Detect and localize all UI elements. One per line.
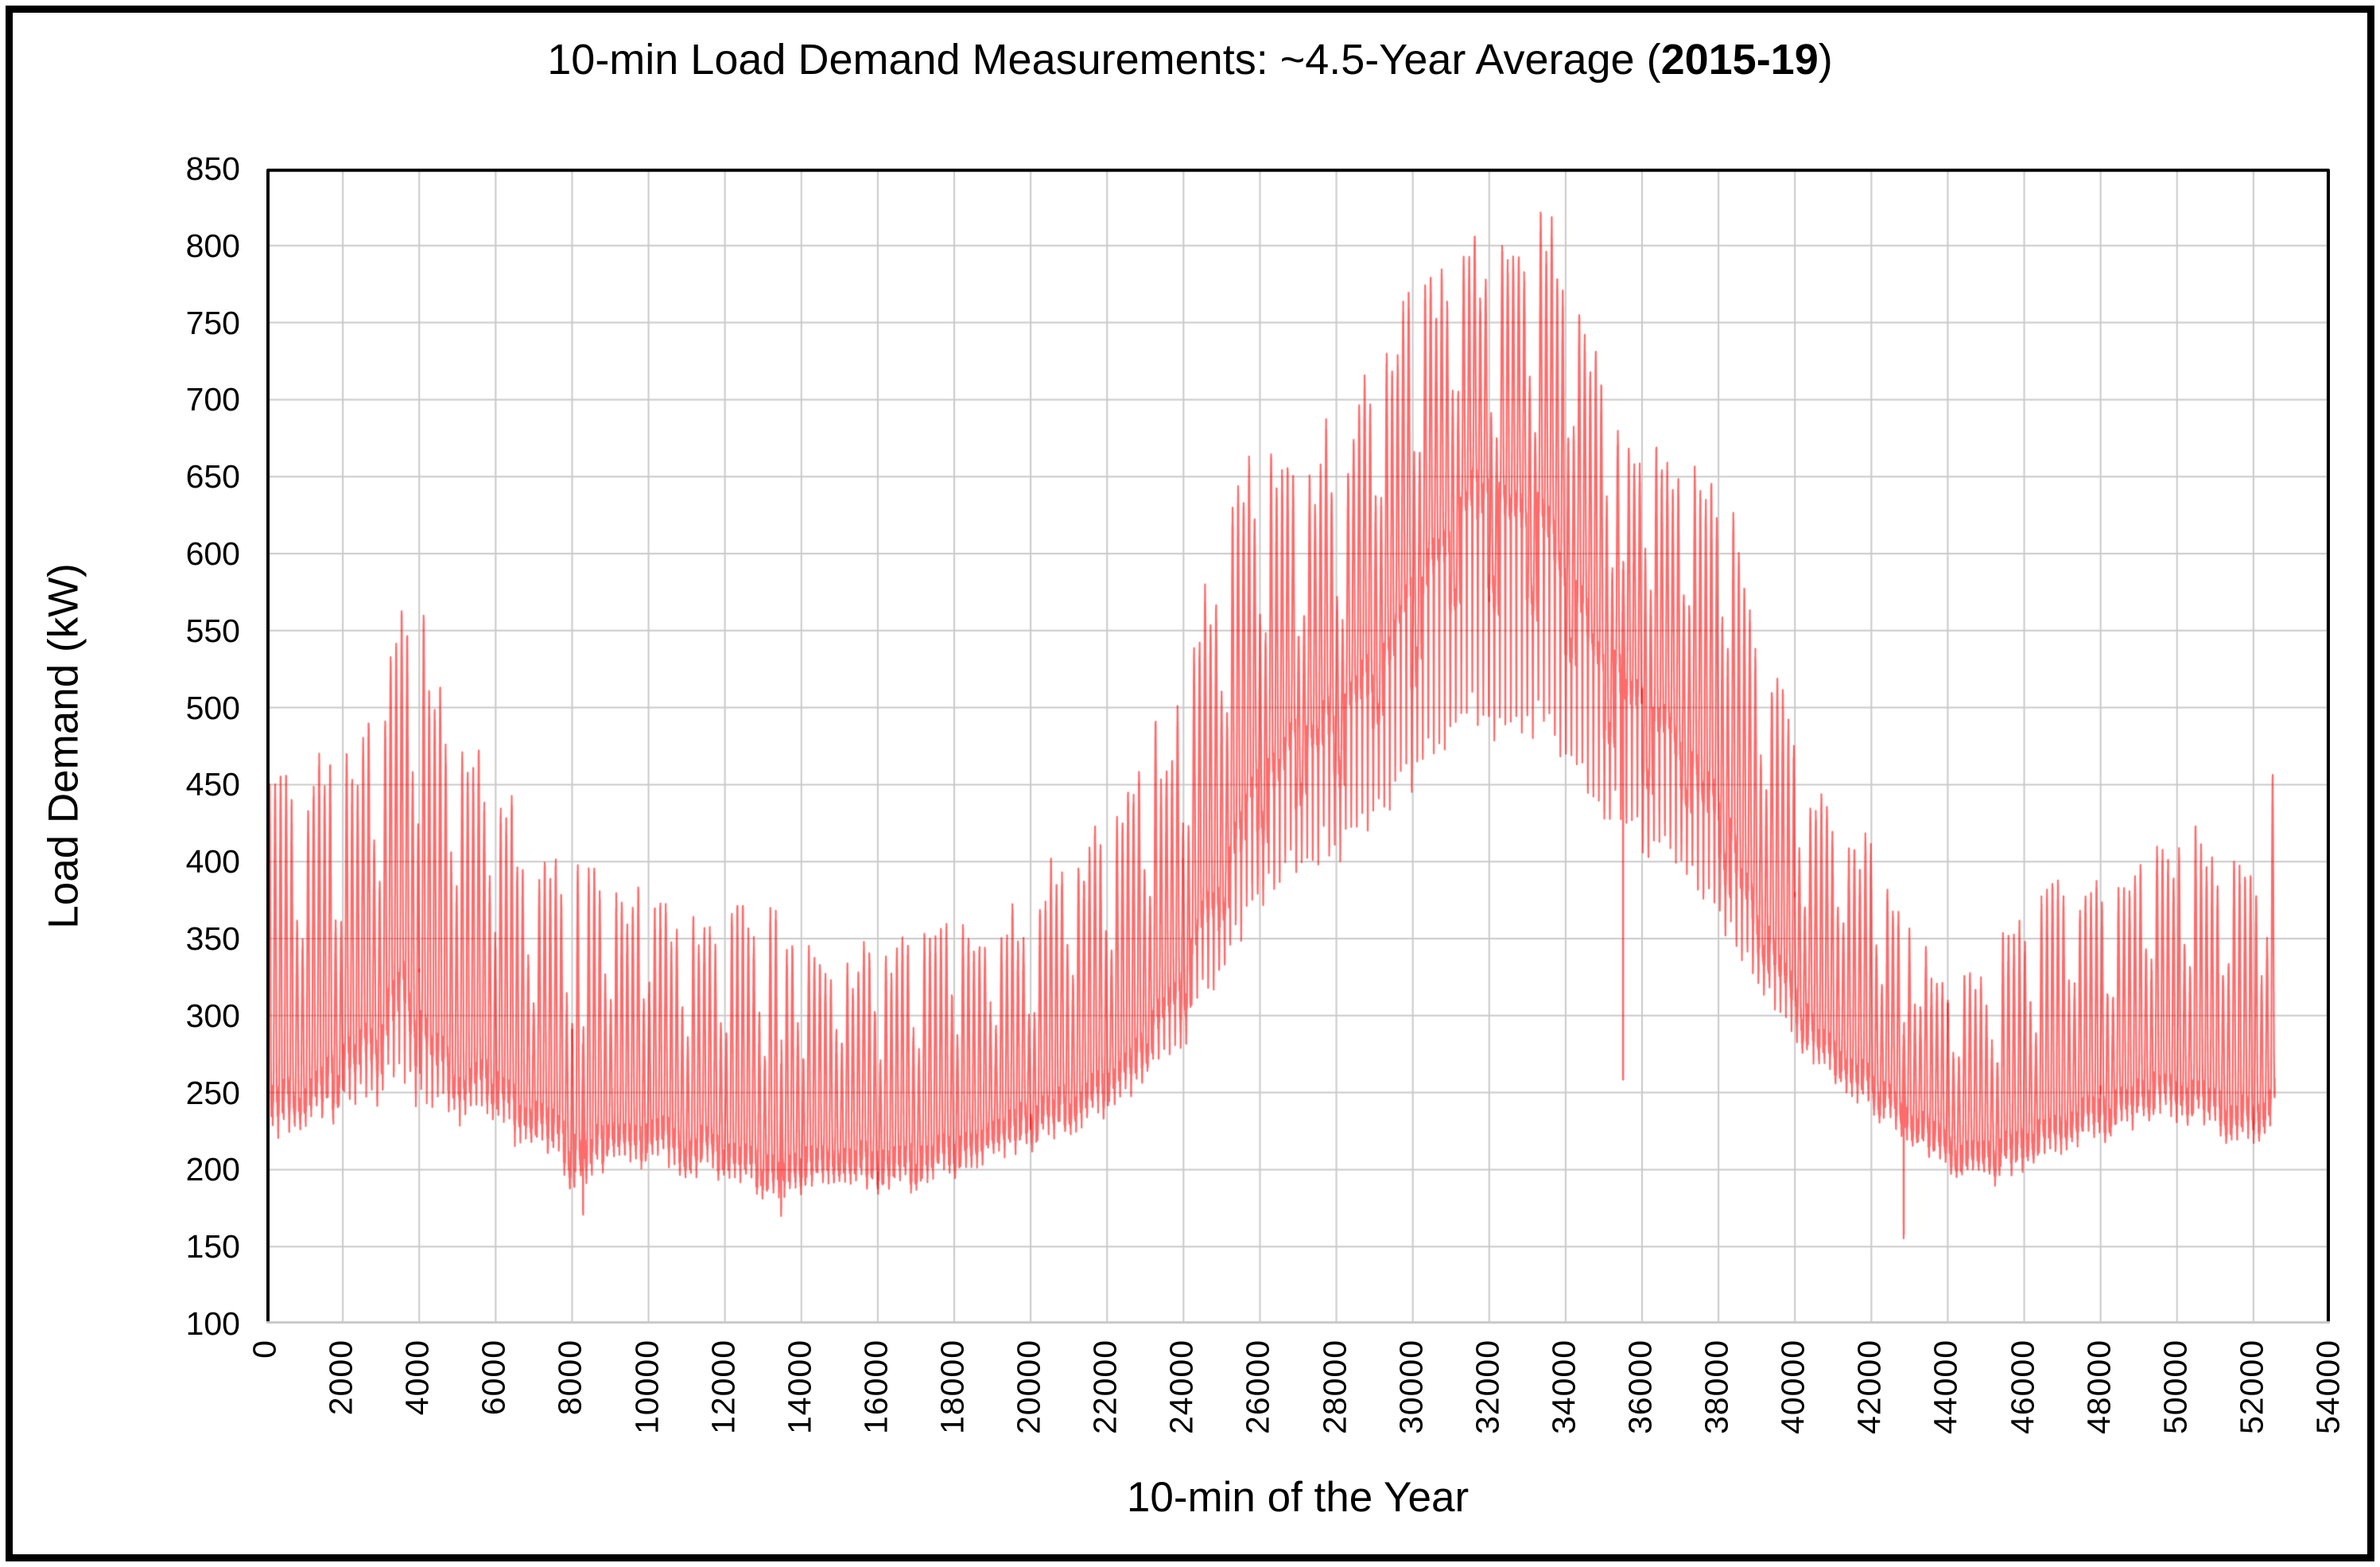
chart-title-prefix: 10-min Load Demand Measurements: ~4.5-Ye… <box>547 36 1661 84</box>
x-tick-label: 36000 <box>1621 1340 1659 1435</box>
x-tick-label: 46000 <box>2004 1340 2041 1435</box>
x-tick-label: 14000 <box>781 1340 818 1435</box>
x-tick-label: 26000 <box>1240 1340 1277 1435</box>
x-tick-label: 34000 <box>1545 1340 1582 1435</box>
x-tick-label: 2000 <box>322 1340 359 1416</box>
y-tick-label: 500 <box>185 689 240 726</box>
x-tick-label: 18000 <box>934 1340 971 1435</box>
x-tick-label: 8000 <box>552 1340 589 1416</box>
y-tick-label: 150 <box>185 1228 240 1266</box>
y-tick-label: 700 <box>185 381 240 418</box>
chart-title-suffix: ) <box>1818 36 1833 84</box>
x-tick-label: 28000 <box>1316 1340 1353 1435</box>
y-tick-label: 850 <box>185 150 240 187</box>
x-tick-label: 30000 <box>1392 1340 1430 1435</box>
x-tick-label: 6000 <box>475 1340 512 1416</box>
x-tick-label: 10000 <box>628 1340 666 1435</box>
y-tick-label: 650 <box>185 458 240 496</box>
x-tick-label: 38000 <box>1698 1340 1735 1435</box>
x-tick-label: 42000 <box>1850 1340 1888 1435</box>
y-tick-label: 800 <box>185 227 240 264</box>
x-tick-label: 24000 <box>1163 1340 1200 1435</box>
load-demand-plot <box>266 169 2330 1324</box>
chart-title-year-range: 2015-19 <box>1660 36 1819 84</box>
x-tick-label: 40000 <box>1774 1340 1811 1435</box>
x-tick-label: 48000 <box>2080 1340 2118 1435</box>
y-tick-label: 200 <box>185 1151 240 1188</box>
y-tick-label: 450 <box>185 766 240 803</box>
y-tick-label: 750 <box>185 304 240 341</box>
x-tick-label: 50000 <box>2157 1340 2194 1435</box>
y-tick-label: 400 <box>185 843 240 881</box>
x-tick-label: 4000 <box>398 1340 436 1416</box>
y-tick-label: 600 <box>185 535 240 572</box>
y-tick-label: 100 <box>185 1305 240 1342</box>
chart-title: 10-min Load Demand Measurements: ~4.5-Ye… <box>0 35 2380 84</box>
y-tick-label: 300 <box>185 997 240 1034</box>
x-tick-label: 0 <box>246 1340 283 1359</box>
y-tick-label: 350 <box>185 920 240 957</box>
x-tick-label: 52000 <box>2233 1340 2270 1435</box>
x-axis-title: 10-min of the Year <box>1126 1474 1470 1521</box>
y-axis-title: Load Demand (kW) <box>40 563 87 929</box>
x-tick-label: 32000 <box>1469 1340 1506 1435</box>
y-tick-label: 250 <box>185 1074 240 1111</box>
y-tick-label: 550 <box>185 612 240 649</box>
x-tick-label: 44000 <box>1928 1340 1965 1435</box>
x-tick-label: 54000 <box>2309 1340 2347 1435</box>
x-tick-label: 12000 <box>705 1340 742 1435</box>
x-tick-label: 20000 <box>1010 1340 1047 1435</box>
x-tick-label: 16000 <box>857 1340 895 1435</box>
x-tick-label: 22000 <box>1086 1340 1124 1435</box>
